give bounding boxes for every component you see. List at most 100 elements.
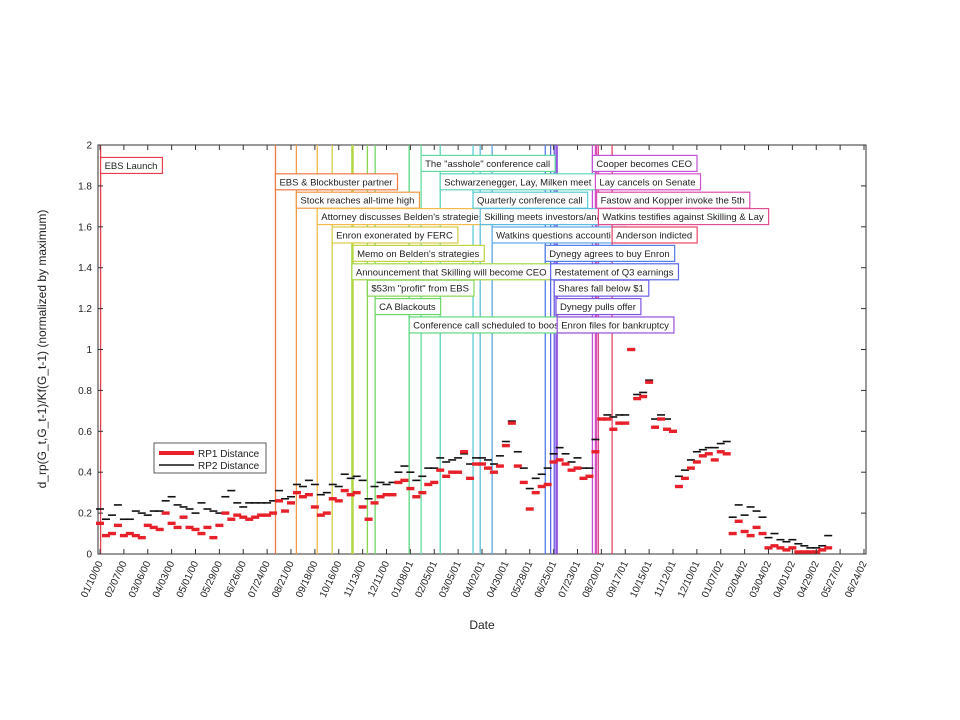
legend-rp1-label: RP1 Distance <box>198 449 260 460</box>
data-marks <box>96 347 833 554</box>
event-text: The "asshole" conference call <box>425 159 550 170</box>
x-tick-label: 02/04/02 <box>724 559 751 599</box>
x-tick-label: 12/11/00 <box>366 559 392 599</box>
event-label: The "asshole" conference call <box>420 154 556 173</box>
event-box <box>374 297 442 316</box>
event-text: Enron files for bankruptcy <box>561 320 669 331</box>
x-tick-label: 05/28/01 <box>509 559 536 599</box>
y-tick-label: 0.6 <box>78 427 92 438</box>
event-text: Memo on Belden's strategies <box>357 249 479 260</box>
event-text: Shares fall below $1 <box>558 284 644 295</box>
event-text: Dynegy agrees to buy Enron <box>549 249 669 260</box>
y-tick-label: 0 <box>86 550 92 561</box>
x-tick-label: 01/08/01 <box>390 559 417 599</box>
event-box <box>591 154 698 173</box>
event-text: EBS Launch <box>105 161 158 172</box>
x-tick-label: 04/29/02 <box>796 559 823 599</box>
event-box <box>555 297 642 316</box>
event-label: Enron exonerated by FERC <box>331 226 459 244</box>
event-label: Conference call scheduled to boost stock <box>408 316 592 334</box>
event-label: Fastow and Kopper invoke the 5th <box>595 191 751 209</box>
event-box <box>597 207 770 226</box>
x-tick-label: 10/15/01 <box>628 559 655 599</box>
event-text: Restatement of Q3 earnings <box>555 267 674 278</box>
event-label: Anderson indicted <box>611 226 698 244</box>
event-text: Attorney discusses Belden's strategies <box>321 212 484 223</box>
event-text: Anderson indicted <box>616 230 692 241</box>
event-text: Conference call scheduled to boost stock <box>413 320 586 331</box>
event-label: Stock reaches all-time high <box>295 191 421 209</box>
event-label: Announcement that Skilling will become C… <box>351 263 553 281</box>
event-box <box>366 279 475 297</box>
event-label: Attorney discusses Belden's strategies <box>316 207 490 226</box>
event-text: Skilling meets investors/analysts <box>484 212 621 223</box>
x-tick-label: 04/01/02 <box>772 559 799 599</box>
y-tick-label: 1.6 <box>78 222 92 233</box>
x-tick-label: 05/01/00 <box>175 559 202 599</box>
event-label: Watkins questions accounting <box>491 226 628 244</box>
y-tick-label: 1.8 <box>78 181 92 192</box>
x-tick-label: 01/10/00 <box>79 559 106 599</box>
event-text: Enron exonerated by FERC <box>336 230 453 241</box>
y-tick-label: 2 <box>86 141 92 152</box>
event-label: Memo on Belden's strategies <box>352 244 485 262</box>
x-tick-label: 06/25/01 <box>533 559 560 599</box>
event-text: Schwarzenegger, Lay, Milken meet <box>444 177 592 188</box>
x-tick-label: 01/07/02 <box>700 559 727 599</box>
legend-rp2-label: RP2 Distance <box>198 461 260 472</box>
x-tick-label: 02/07/00 <box>103 559 130 599</box>
event-text: Watkins testifies against Skilling & Lay <box>602 212 763 223</box>
x-tick-label: 08/21/00 <box>270 559 297 599</box>
y-tick-label: 0.8 <box>78 386 92 397</box>
x-tick-label: 09/17/01 <box>605 559 632 599</box>
event-label: EBS & Blockbuster partner <box>274 173 399 191</box>
x-tick-label: 02/05/01 <box>414 559 441 599</box>
x-tick-label: 05/27/02 <box>819 559 846 599</box>
x-tick-label: 04/03/00 <box>151 559 178 599</box>
event-label: Restatement of Q3 earnings <box>550 263 680 281</box>
event-label: Lay cancels on Senate <box>594 173 702 191</box>
x-tick-label: 10/16/00 <box>318 559 345 599</box>
x-tick-label: 07/24/00 <box>246 559 273 599</box>
event-label: Enron files for bankruptcy <box>556 316 675 334</box>
event-label: Shares fall below $1 <box>553 279 650 297</box>
event-box <box>352 244 485 262</box>
event-label: CA Blackouts <box>374 297 442 316</box>
x-tick-label: 11/12/01 <box>653 559 679 599</box>
y-tick-label: 0.2 <box>78 509 92 520</box>
event-text: Stock reaches all-time high <box>300 196 414 207</box>
event-box <box>611 226 698 244</box>
event-box <box>274 173 399 191</box>
legend: RP1 Distance RP2 Distance <box>153 442 267 474</box>
x-tick-label: 11/13/00 <box>342 559 368 599</box>
x-tick-label: 03/05/01 <box>437 559 464 599</box>
legend-box <box>153 442 267 474</box>
event-box <box>99 156 164 175</box>
event-box <box>556 316 675 334</box>
y-tick-label: 1 <box>86 345 92 356</box>
x-tick-label: 04/02/01 <box>461 559 488 599</box>
x-tick-label: 03/04/02 <box>748 559 775 599</box>
event-label: EBS Launch <box>99 156 164 175</box>
y-axis-title: d_rp(G_t,G_t-1)/Kf(G_t-1) (normalized by… <box>35 210 49 489</box>
x-axis-title: Date <box>469 618 495 632</box>
event-label: Dynegy pulls offer <box>555 297 642 316</box>
event-box <box>553 279 650 297</box>
event-text: Lay cancels on Senate <box>599 177 695 188</box>
x-tick-label: 08/20/01 <box>581 559 608 599</box>
event-text: Cooper becomes CEO <box>596 159 692 170</box>
x-tick-label: 03/06/00 <box>127 559 154 599</box>
event-label: Quarterly conference call <box>472 191 589 209</box>
x-tick-label: 07/23/01 <box>557 559 584 599</box>
event-annotations: EBS Launch EBS & Blockbuster partner Stock… <box>99 154 770 334</box>
x-tick-label: 06/26/00 <box>223 559 250 599</box>
event-text: Quarterly conference call <box>477 196 583 207</box>
event-text: EBS & Blockbuster partner <box>279 177 392 188</box>
event-label: Schwarzenegger, Lay, Milken meet <box>439 173 597 191</box>
event-text: Dynegy pulls offer <box>560 302 636 313</box>
y-tick-label: 1.4 <box>78 263 92 274</box>
event-label: Watkins testifies against Skilling & Lay <box>597 207 770 226</box>
event-text: Watkins questions accounting <box>496 230 621 241</box>
event-text: Announcement that Skilling will become C… <box>356 267 547 278</box>
